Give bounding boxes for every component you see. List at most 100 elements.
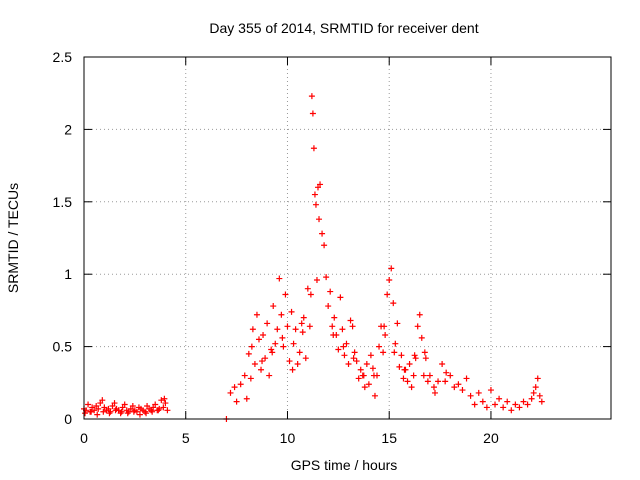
data-point <box>442 378 449 385</box>
data-point <box>321 242 328 249</box>
data-point <box>357 366 364 373</box>
data-point <box>496 395 503 402</box>
data-point <box>528 395 535 402</box>
data-point <box>386 276 393 283</box>
data-point <box>341 352 348 359</box>
data-point <box>323 274 330 281</box>
data-point <box>400 375 407 382</box>
data-point <box>317 181 324 188</box>
data-point <box>536 392 543 399</box>
data-point <box>516 404 523 411</box>
data-point <box>268 346 275 353</box>
data-point <box>272 340 279 347</box>
data-point <box>439 360 446 367</box>
y-tick-label: 1 <box>64 266 72 282</box>
data-point <box>361 384 368 391</box>
data-point <box>121 401 128 408</box>
data-point <box>381 323 388 330</box>
data-point <box>367 352 374 359</box>
data-point <box>288 308 295 315</box>
data-point <box>249 326 256 333</box>
data-point <box>335 346 342 353</box>
data-point <box>524 401 531 408</box>
y-tick-label: 2 <box>64 121 72 137</box>
data-point <box>412 355 419 362</box>
axis-ticks: 0 0.5 1 1.5 2 2.5 0 5 10 15 20 <box>53 49 611 446</box>
data-point <box>455 381 462 388</box>
data-point <box>282 291 289 298</box>
data-point <box>289 366 296 373</box>
data-point <box>266 372 273 379</box>
data-point <box>424 378 431 385</box>
x-tick-label: 10 <box>280 430 296 446</box>
data-point <box>94 411 101 418</box>
data-point <box>255 336 262 343</box>
data-point <box>350 355 357 362</box>
data-point <box>161 395 168 402</box>
y-axis-label: SRMTID / TECUs <box>5 183 21 293</box>
data-point <box>279 334 286 341</box>
data-point <box>420 372 427 379</box>
data-point <box>483 404 490 411</box>
data-point <box>237 381 244 388</box>
data-point <box>296 349 303 356</box>
data-point <box>401 366 408 373</box>
data-point <box>380 349 387 356</box>
data-point <box>264 320 271 327</box>
data-point <box>463 375 470 382</box>
data-point <box>327 288 334 295</box>
data-point <box>294 360 301 367</box>
data-point <box>99 397 106 404</box>
data-point <box>404 378 411 385</box>
data-point <box>155 407 162 414</box>
data-point <box>118 408 125 415</box>
data-point <box>479 398 486 405</box>
data-point <box>310 145 317 152</box>
data-point <box>251 360 258 367</box>
data-point <box>430 384 437 391</box>
data-point <box>376 343 383 350</box>
data-point <box>164 407 171 414</box>
data-point <box>136 411 143 418</box>
data-point <box>302 355 309 362</box>
data-point <box>243 395 250 402</box>
x-tick-label: 0 <box>80 430 88 446</box>
data-point <box>347 317 354 324</box>
data-point <box>258 366 265 373</box>
data-point <box>129 402 136 409</box>
data-point <box>231 384 238 391</box>
data-point <box>280 343 287 350</box>
data-point <box>247 375 254 382</box>
data-point <box>329 323 336 330</box>
data-point <box>391 349 398 356</box>
data-point <box>363 360 370 367</box>
data-point <box>337 294 344 301</box>
x-tick-label: 20 <box>483 430 499 446</box>
data-point <box>345 360 352 367</box>
data-point <box>471 401 478 408</box>
data-point <box>316 216 323 223</box>
data-point <box>330 332 337 339</box>
data-point <box>306 323 313 330</box>
data-point <box>443 369 450 376</box>
data-point <box>390 300 397 307</box>
x-tick-label: 15 <box>381 430 397 446</box>
data-point <box>311 191 318 198</box>
data-point <box>269 349 276 356</box>
data-point <box>260 332 267 339</box>
x-axis-label: GPS time / hours <box>291 457 398 473</box>
data-point <box>475 389 482 396</box>
data-point <box>298 320 305 327</box>
data-point <box>100 408 107 415</box>
data-point <box>426 372 433 379</box>
data-point <box>492 401 499 408</box>
data-point <box>286 358 293 365</box>
data-point <box>274 326 281 333</box>
data-point <box>416 311 423 318</box>
data-point <box>160 404 167 411</box>
data-point <box>392 340 399 347</box>
data-point <box>340 343 347 350</box>
data-point <box>307 291 314 298</box>
y-tick-label: 1.5 <box>53 194 73 210</box>
data-point <box>530 389 537 396</box>
